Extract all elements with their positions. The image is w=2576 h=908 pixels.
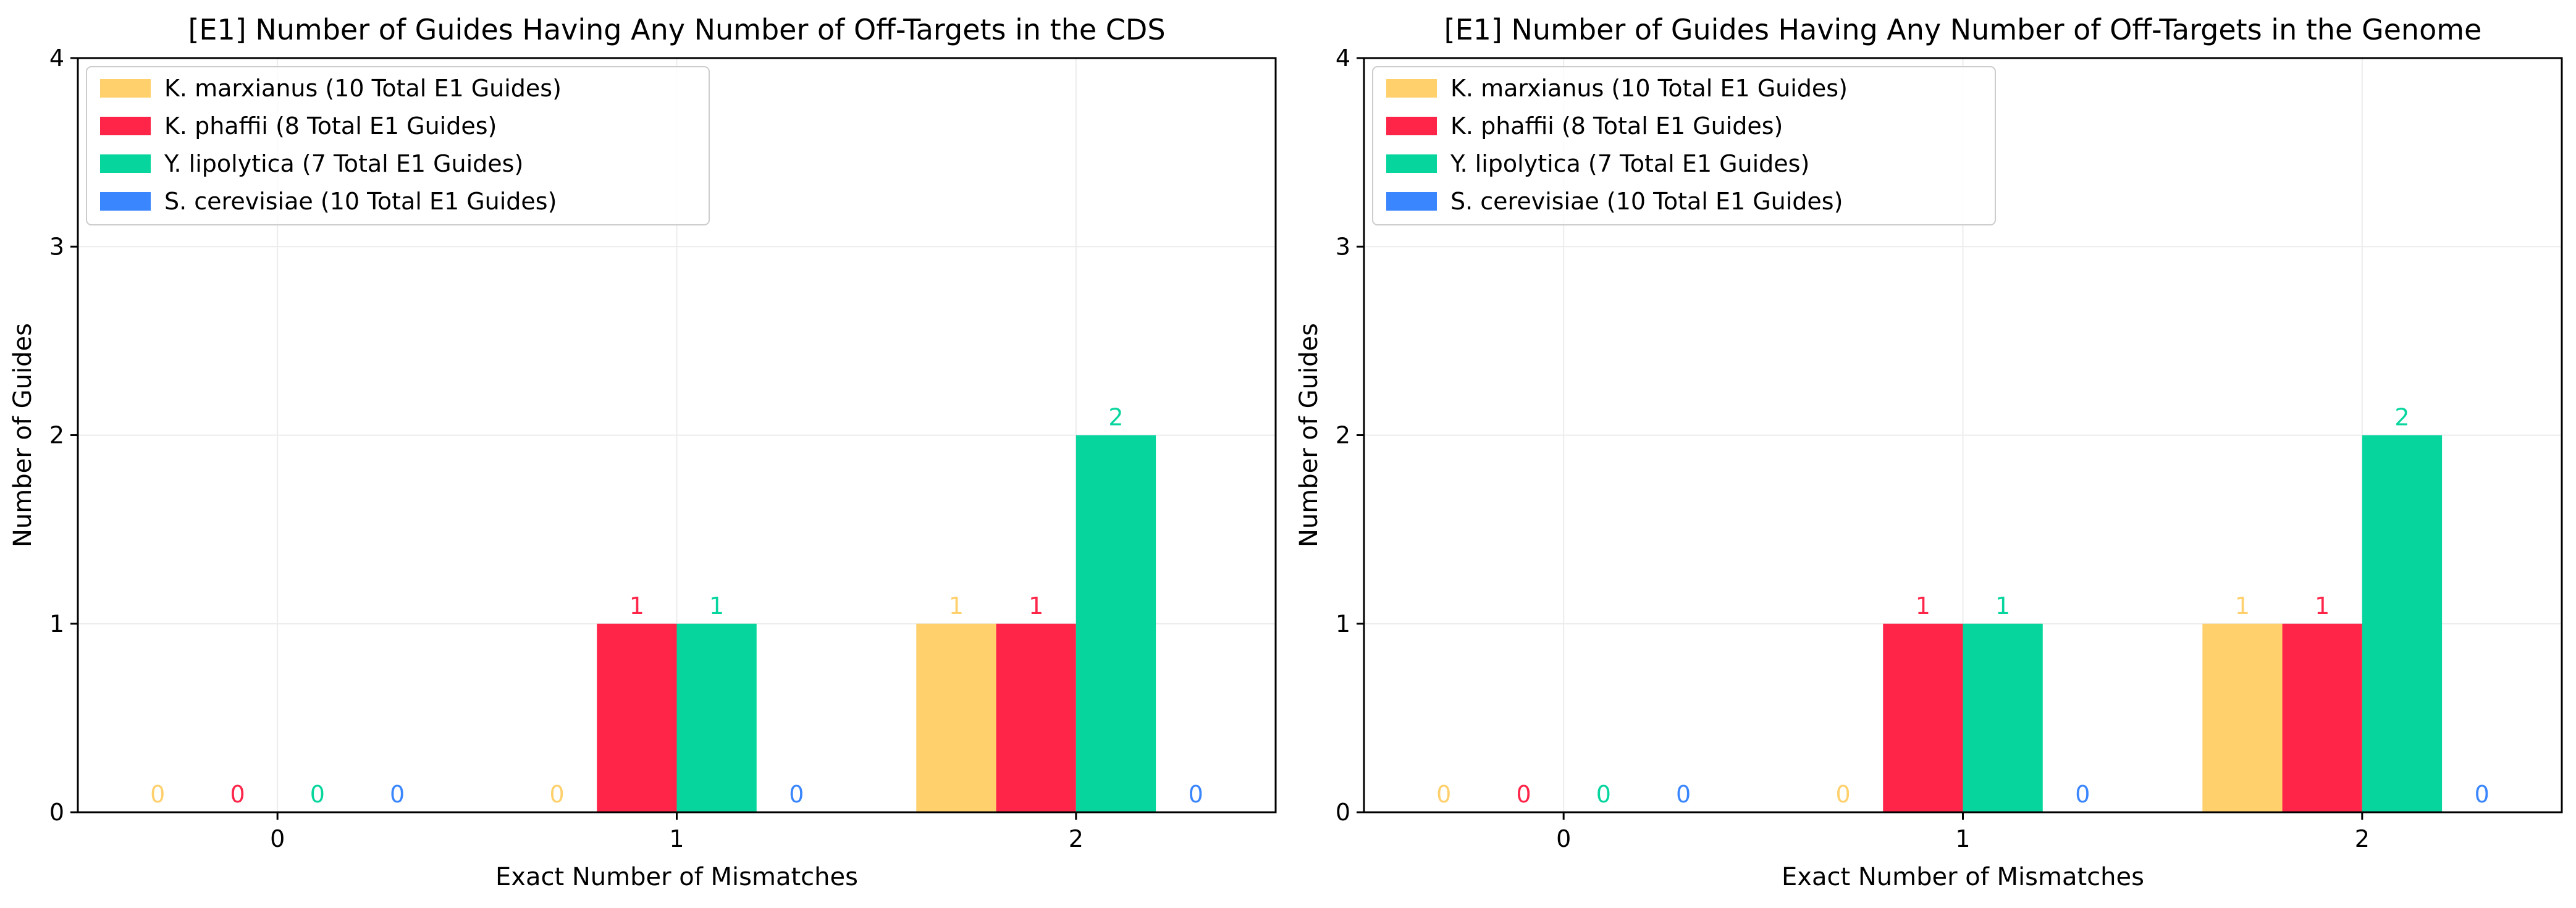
bar-value-label: 2 xyxy=(1108,404,1123,431)
y-tick-label: 3 xyxy=(1336,233,1350,260)
chart-title: [E1] Number of Guides Having Any Number … xyxy=(188,13,1165,46)
legend-label: Y. lipolytica (7 Total E1 Guides) xyxy=(164,150,523,177)
y-tick-label: 2 xyxy=(1336,422,1350,449)
y-axis-label: Number of Guides xyxy=(9,323,37,547)
bar-value-label: 0 xyxy=(390,781,405,808)
x-axis-label: Exact Number of Mismatches xyxy=(1782,863,2144,891)
legend-label: Y. lipolytica (7 Total E1 Guides) xyxy=(1450,150,1809,177)
bar-value-label: 0 xyxy=(1836,781,1851,808)
y-tick-label: 4 xyxy=(49,44,64,72)
bar xyxy=(916,623,996,812)
bar xyxy=(2202,623,2283,812)
y-tick-label: 3 xyxy=(49,233,64,260)
bar xyxy=(676,623,757,812)
chart-title: [E1] Number of Guides Having Any Number … xyxy=(1444,13,2482,46)
bar xyxy=(1075,435,1156,812)
bar-value-label: 1 xyxy=(709,592,724,620)
legend-label: K. marxianus (10 Total E1 Guides) xyxy=(1450,75,1848,102)
bar-value-label: 0 xyxy=(150,781,165,808)
y-tick-label: 0 xyxy=(49,799,64,826)
x-tick-label: 0 xyxy=(270,825,285,852)
bar-value-label: 1 xyxy=(1916,592,1930,620)
legend-box xyxy=(86,66,710,225)
bar-value-label: 0 xyxy=(2475,781,2490,808)
legend-swatch xyxy=(1386,154,1437,173)
bar-value-label: 0 xyxy=(310,781,325,808)
bar-value-label: 1 xyxy=(629,592,644,620)
legend-swatch xyxy=(100,154,151,173)
legend-label: S. cerevisiae (10 Total E1 Guides) xyxy=(1450,188,1843,215)
bar xyxy=(597,623,677,812)
bar xyxy=(2282,623,2362,812)
y-tick-label: 4 xyxy=(1336,44,1350,72)
legend-label: K. phaffii (8 Total E1 Guides) xyxy=(164,112,497,140)
legend-swatch xyxy=(1386,192,1437,211)
bar-value-label: 1 xyxy=(2315,592,2330,620)
x-tick-label: 1 xyxy=(669,825,684,852)
bar-value-label: 1 xyxy=(949,592,964,620)
bar-value-label: 2 xyxy=(2394,404,2409,431)
x-tick-label: 1 xyxy=(1955,825,1970,852)
legend-swatch xyxy=(100,117,151,135)
x-tick-label: 2 xyxy=(2355,825,2370,852)
x-tick-label: 2 xyxy=(1069,825,1084,852)
bar-value-label: 0 xyxy=(1516,781,1531,808)
y-tick-label: 1 xyxy=(49,610,64,637)
legend-label: K. phaffii (8 Total E1 Guides) xyxy=(1450,112,1783,140)
legend-label: S. cerevisiae (10 Total E1 Guides) xyxy=(164,188,557,215)
legend-swatch xyxy=(1386,117,1437,135)
x-tick-label: 0 xyxy=(1556,825,1571,852)
bar xyxy=(1963,623,2043,812)
legend-swatch xyxy=(100,79,151,98)
legend-label: K. marxianus (10 Total E1 Guides) xyxy=(164,75,562,102)
bar xyxy=(2362,435,2443,812)
bar-value-label: 0 xyxy=(550,781,565,808)
bar xyxy=(1883,623,1963,812)
bar-value-label: 0 xyxy=(1676,781,1691,808)
y-tick-label: 2 xyxy=(49,422,64,449)
bar-value-label: 0 xyxy=(789,781,804,808)
bar-value-label: 0 xyxy=(230,781,245,808)
bar-value-label: 1 xyxy=(1995,592,2010,620)
y-tick-label: 1 xyxy=(1336,610,1350,637)
y-tick-label: 0 xyxy=(1336,799,1350,826)
legend-swatch xyxy=(1386,79,1437,98)
bar-value-label: 0 xyxy=(1596,781,1611,808)
bar-value-label: 0 xyxy=(1436,781,1451,808)
x-axis-label: Exact Number of Mismatches xyxy=(495,863,858,891)
legend-swatch xyxy=(100,192,151,211)
legend: K. marxianus (10 Total E1 Guides) K. phaf… xyxy=(1372,66,1996,225)
bar-value-label: 1 xyxy=(1029,592,1043,620)
bar-value-label: 1 xyxy=(2235,592,2250,620)
legend-box xyxy=(1372,66,1996,225)
legend: K. marxianus (10 Total E1 Guides) K. phaf… xyxy=(86,66,710,225)
y-axis-label: Number of Guides xyxy=(1295,323,1323,547)
bar-value-label: 0 xyxy=(1189,781,1203,808)
bar-value-label: 0 xyxy=(2075,781,2090,808)
bar xyxy=(996,623,1076,812)
